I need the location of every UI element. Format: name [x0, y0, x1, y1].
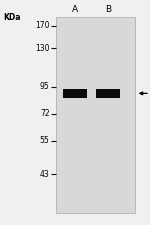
Bar [63, 89, 87, 98]
Text: 43: 43 [40, 170, 50, 179]
Bar [96, 89, 120, 98]
Text: 130: 130 [35, 44, 50, 53]
Bar [56, 17, 135, 213]
Text: A: A [72, 4, 78, 13]
Text: 95: 95 [40, 82, 50, 91]
Text: KDa: KDa [3, 13, 21, 22]
Text: B: B [105, 4, 111, 13]
Text: 55: 55 [40, 136, 50, 145]
Text: 170: 170 [35, 21, 50, 30]
Text: 72: 72 [40, 109, 50, 118]
